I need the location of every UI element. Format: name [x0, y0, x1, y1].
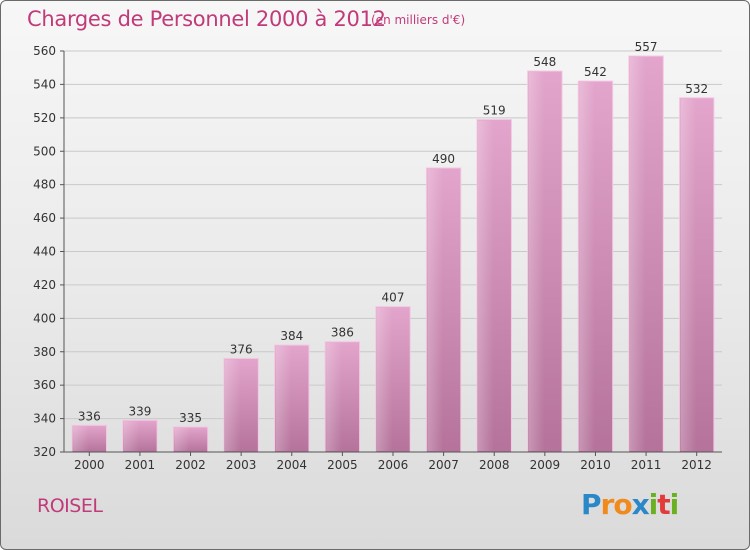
bar-value-label: 542	[584, 65, 607, 79]
logo-letter: i	[669, 488, 680, 521]
y-tick-label: 380	[33, 345, 56, 359]
bar-value-label: 336	[78, 409, 101, 423]
bar-value-label: 386	[331, 326, 354, 340]
x-tick-label: 2006	[378, 458, 409, 472]
x-tick-label: 2000	[74, 458, 105, 472]
x-tick-label: 2001	[125, 458, 156, 472]
bar-highlight	[123, 421, 140, 451]
x-tick-label: 2005	[327, 458, 358, 472]
bar-highlight	[478, 120, 494, 452]
y-tick-label: 520	[33, 111, 56, 125]
bar-value-label: 376	[230, 342, 253, 356]
x-tick-label: 2003	[226, 458, 257, 472]
bar-value-label: 384	[280, 329, 303, 343]
bar-value-label: 532	[685, 82, 708, 96]
bar-value-label: 407	[382, 291, 405, 305]
bar-value-label: 519	[483, 104, 506, 118]
y-axis: 320 340 360 380 400 420 440 460 480 500 520 540 560	[33, 44, 65, 459]
x-tick-label: 2004	[276, 458, 307, 472]
y-tick-label: 500	[33, 144, 56, 158]
x-tick-label: 2012	[681, 458, 712, 472]
x-tick-label: 2002	[175, 458, 206, 472]
y-tick-label: 340	[33, 412, 56, 426]
bar-value-label: 548	[533, 55, 556, 69]
bar-highlight	[427, 168, 443, 452]
x-tick-label: 2009	[530, 458, 561, 472]
x-axis: 2000 2001 2002 2003 2004 2005 2006 2007 2008 2009…	[64, 451, 722, 472]
chart-title: Charges de Personnel 2000 à 2012	[27, 7, 386, 31]
logo-letter: P	[581, 488, 602, 521]
y-tick-label: 560	[33, 44, 56, 58]
bar-highlight	[174, 427, 190, 451]
x-tick-label: 2008	[479, 458, 510, 472]
commune-name: ROISEL	[37, 495, 103, 517]
bar-value-label: 335	[179, 411, 202, 425]
y-tick-label: 460	[33, 211, 56, 225]
x-tick-label: 2007	[428, 458, 459, 472]
bar-highlight	[326, 342, 342, 451]
proxiti-logo: Proxiti	[581, 488, 680, 521]
logo-letter: o	[613, 488, 632, 521]
bar-highlight	[275, 346, 292, 451]
bar-highlight	[629, 57, 646, 451]
y-tick-label: 320	[33, 445, 56, 459]
y-tick-label: 420	[33, 278, 56, 292]
logo-letter: t	[657, 488, 670, 521]
logo-letter: x	[631, 488, 650, 521]
chart-unit-label: (en milliers d'€)	[371, 13, 466, 27]
y-tick-label: 480	[33, 178, 56, 192]
y-tick-label: 440	[33, 245, 56, 259]
logo-letter: r	[600, 488, 615, 521]
bar-value-label: 490	[432, 152, 455, 166]
x-tick-label: 2011	[631, 458, 662, 472]
bars: 336 339 335 376 384 386 407 490 519 548 542 557 532	[71, 40, 715, 453]
x-tick-label: 2010	[580, 458, 611, 472]
bar-highlight	[579, 82, 595, 451]
y-tick-label: 540	[33, 77, 56, 91]
bar-highlight	[528, 72, 545, 452]
bar-highlight	[376, 307, 393, 451]
bar-value-label: 339	[128, 404, 151, 418]
bar-highlight	[224, 359, 241, 451]
bar-highlight	[73, 426, 89, 451]
logo-letter: i	[648, 488, 659, 521]
bar-value-label: 557	[635, 40, 658, 54]
y-tick-label: 360	[33, 378, 56, 392]
y-tick-label: 400	[33, 311, 56, 325]
bar-highlight	[680, 98, 696, 452]
